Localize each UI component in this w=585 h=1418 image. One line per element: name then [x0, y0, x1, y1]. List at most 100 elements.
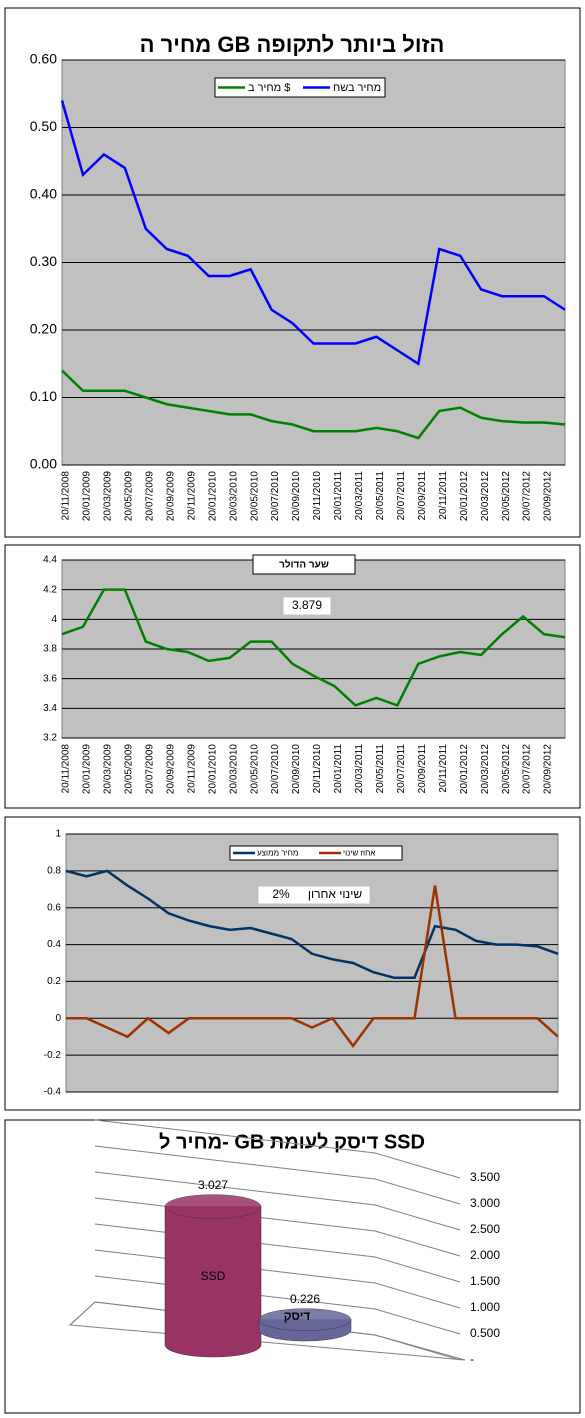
y-tick-label: 0.00 [30, 456, 57, 472]
data-line [61, 588, 566, 707]
category-label: דיסק [284, 1309, 311, 1323]
chart-title: מחיר ל- GB דיסק לעומת SSD [159, 1131, 425, 1153]
x-tick-label: 20/01/2010 [207, 471, 218, 521]
data-label: 0.226 [290, 1292, 320, 1306]
x-tick-label: 20/11/2008 [61, 744, 72, 794]
x-tick-label: 20/01/2010 [207, 744, 218, 794]
x-tick-label: 20/05/2012 [501, 744, 512, 794]
x-tick-label: 20/01/2009 [82, 744, 93, 794]
grid-line [94, 1119, 461, 1179]
data-line [65, 869, 559, 979]
x-tick-label: 20/03/2011 [354, 471, 365, 521]
y-tick-label: 2.500 [470, 1222, 500, 1236]
x-tick-label: 20/07/2010 [270, 744, 281, 794]
y-tick-label: 0.8 [47, 865, 61, 876]
x-tick-label: 20/09/2012 [543, 744, 554, 794]
x-tick-label: 20/07/2011 [396, 471, 407, 521]
x-tick-label: 20/03/2011 [354, 744, 365, 794]
y-tick-label: 3.500 [470, 1170, 500, 1184]
category-label: SSD [201, 1269, 226, 1283]
x-tick-label: 20/05/2009 [124, 471, 135, 521]
y-tick-label: 1.000 [470, 1300, 500, 1314]
y-tick-label: 0.60 [30, 51, 57, 67]
y-tick-label: 3.6 [43, 673, 57, 684]
x-tick-label: 20/05/2011 [375, 744, 386, 794]
chart-title: שער הדולר [279, 559, 329, 571]
y-tick-label: 0.50 [30, 118, 57, 134]
data-line [66, 885, 559, 1049]
x-tick-label: 20/07/2012 [522, 471, 533, 521]
x-tick-label: 20/03/2012 [480, 471, 491, 521]
y-tick-label: 0.4 [47, 939, 61, 950]
x-tick-label: 20/09/2010 [291, 471, 302, 521]
chart-title: מחיר ה GB הזול ביותר לתקופה [140, 32, 445, 57]
floor [69, 1301, 96, 1326]
annotation: שינוי אחרון [308, 887, 362, 901]
x-tick-label: 20/07/2012 [522, 744, 533, 794]
data-line [61, 369, 566, 440]
x-tick-label: 20/03/2009 [103, 471, 114, 521]
panel [4, 1119, 581, 1414]
x-tick-label: 20/09/2009 [165, 744, 176, 794]
legend-label: מחיר בשח [333, 82, 381, 94]
y-tick-label: 0.6 [47, 902, 61, 913]
x-tick-label: 20/05/2012 [501, 471, 512, 521]
x-tick-label: 20/01/2012 [459, 471, 470, 521]
x-tick-label: 20/11/2010 [312, 471, 323, 521]
x-tick-label: 20/11/2011 [438, 471, 449, 520]
x-tick-label: 20/09/2011 [417, 744, 428, 794]
x-tick-label: 20/09/2012 [543, 471, 554, 521]
x-tick-label: 20/07/2009 [144, 744, 155, 794]
x-tick-label: 20/09/2009 [165, 471, 176, 521]
x-tick-label: 20/01/2012 [459, 744, 470, 794]
y-tick-label: 3.4 [43, 703, 57, 714]
x-tick-label: 20/07/2009 [144, 471, 155, 521]
x-tick-label: 20/07/2010 [270, 471, 281, 521]
legend-label: אחוז שינוי [343, 849, 375, 858]
grid-line [94, 1145, 461, 1205]
grid-line [94, 1171, 461, 1231]
bar-top [164, 1194, 262, 1219]
x-tick-label: 20/11/2009 [186, 471, 197, 521]
y-tick-label: -0.2 [44, 1050, 62, 1061]
x-tick-label: 20/03/2009 [103, 744, 114, 794]
x-tick-label: 20/11/2011 [438, 744, 449, 793]
y-tick-label: 0.500 [470, 1326, 500, 1340]
data-label: 3.027 [198, 1178, 228, 1192]
bar [164, 1206, 262, 1358]
x-tick-label: 20/03/2012 [480, 744, 491, 794]
y-tick-label: 3.000 [470, 1196, 500, 1210]
y-tick-label: - [470, 1352, 474, 1366]
y-tick-label: 0.40 [30, 186, 57, 202]
y-tick-label: 0 [55, 1013, 61, 1024]
annotation: 2% [272, 887, 290, 901]
x-tick-label: 20/01/2009 [82, 471, 93, 521]
x-tick-label: 20/07/2011 [396, 744, 407, 794]
y-tick-label: 1.500 [470, 1274, 500, 1288]
y-tick-label: 2.000 [470, 1248, 500, 1262]
x-tick-label: 20/05/2011 [375, 471, 386, 521]
y-tick-label: 4 [51, 614, 57, 625]
x-tick-label: 20/05/2010 [249, 471, 260, 521]
y-tick-label: 4.2 [43, 584, 57, 595]
y-tick-label: 0.30 [30, 253, 57, 269]
annotation-box [257, 885, 371, 905]
x-tick-label: 20/11/2010 [312, 744, 323, 794]
x-tick-label: 20/01/2011 [333, 744, 344, 794]
legend-box [229, 845, 403, 861]
x-tick-label: 20/03/2010 [228, 471, 239, 521]
y-tick-label: 3.8 [43, 644, 57, 655]
x-tick-label: 20/03/2010 [228, 744, 239, 794]
annotation: 3.879 [292, 598, 322, 612]
legend-label: מחיר ב $ [248, 82, 290, 94]
data-line [60, 100, 566, 366]
title-box [252, 554, 356, 575]
y-tick-label: 0.20 [30, 321, 57, 337]
x-tick-label: 20/11/2008 [61, 471, 72, 521]
plot-area [65, 833, 559, 1093]
x-tick-label: 20/01/2011 [333, 471, 344, 521]
x-tick-label: 20/05/2009 [124, 744, 135, 794]
x-tick-label: 20/09/2011 [417, 471, 428, 521]
legend-label: מחיר ממוצע [257, 849, 298, 858]
